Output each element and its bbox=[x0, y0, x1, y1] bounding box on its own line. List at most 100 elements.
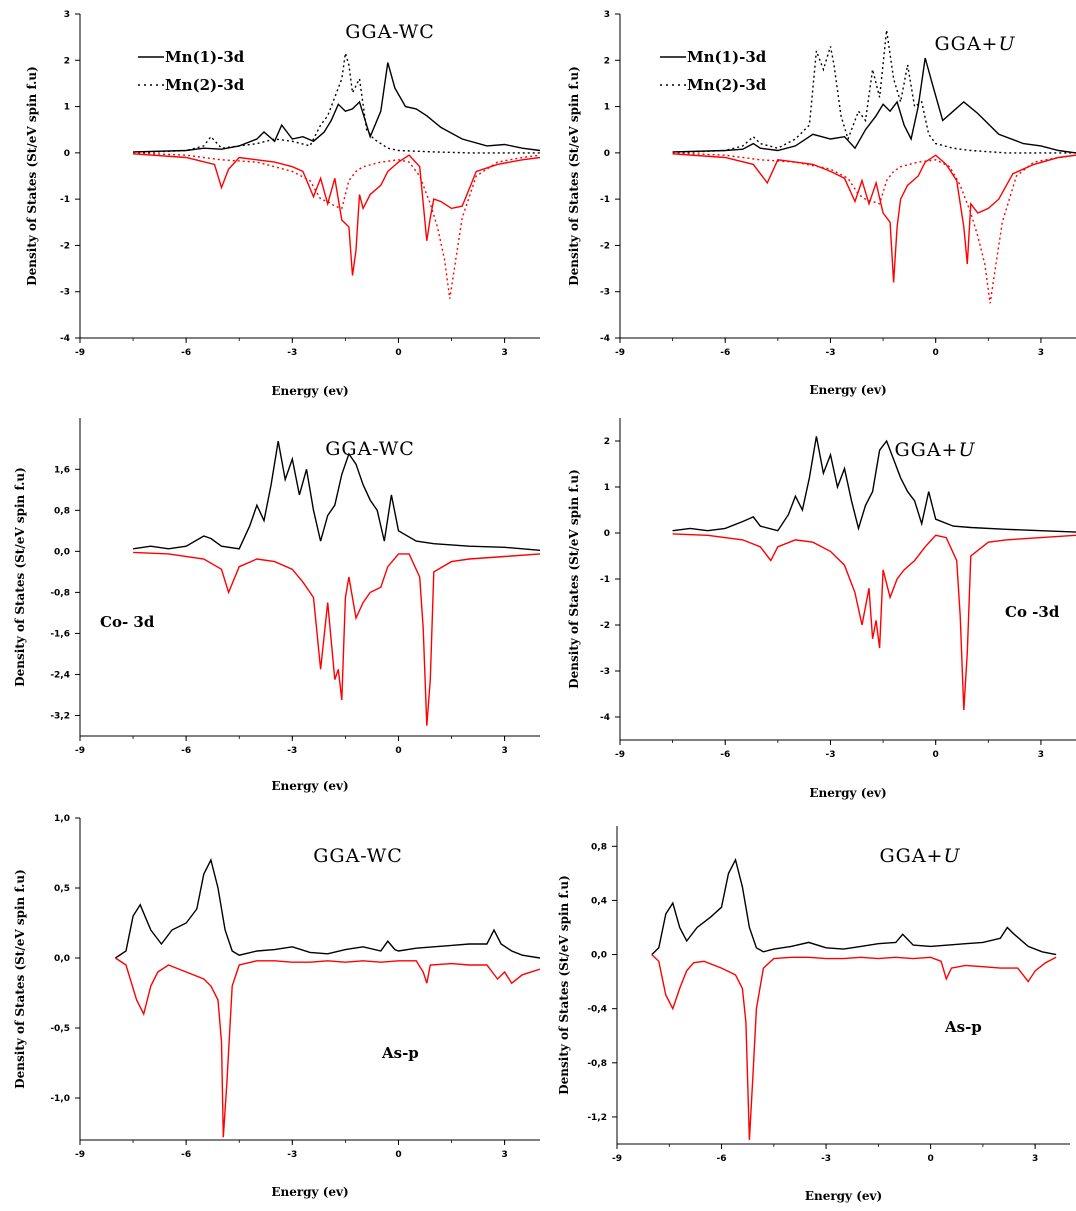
y-axis-label: Density of States (St/eV spin f.u) bbox=[25, 66, 39, 286]
series-line-up-dotted bbox=[672, 30, 1076, 154]
x-tick-label: -6 bbox=[181, 746, 191, 756]
x-tick-label: -6 bbox=[181, 348, 191, 358]
y-tick-label: 0,0 bbox=[54, 954, 70, 964]
y-tick-label: -1 bbox=[600, 575, 610, 585]
orbital-label: As-p bbox=[381, 1044, 419, 1062]
series-line-down bbox=[672, 153, 1076, 283]
series-line-down bbox=[133, 153, 540, 276]
x-tick-label: -3 bbox=[821, 1154, 831, 1164]
dos-panel-3: -9 -6 -3 0 3 1,6 0,8 0,0 -0,8 -1,6 -2,4 -3,2 Energy … bbox=[13, 418, 540, 793]
legend-label: Mn(2)-3d bbox=[165, 76, 245, 94]
y-tick-label: -3 bbox=[60, 288, 70, 298]
x-tick-label: 3 bbox=[1038, 348, 1044, 358]
y-tick-label: 0 bbox=[604, 529, 610, 539]
y-tick-label: 0,0 bbox=[54, 547, 70, 557]
x-axis-label: Energy (ev) bbox=[271, 384, 348, 398]
method-label: GGA-WC bbox=[345, 21, 435, 43]
legend-label: Mn(1)-3d bbox=[165, 48, 245, 66]
y-tick-label: 0 bbox=[64, 149, 70, 159]
x-axis-label: Energy (ev) bbox=[809, 383, 886, 397]
y-tick-label: -1 bbox=[600, 195, 610, 205]
y-tick-label: 2 bbox=[64, 56, 70, 66]
y-tick-label: -3,2 bbox=[50, 711, 70, 721]
y-tick-label: -4 bbox=[600, 713, 610, 723]
y-tick-label: -1 bbox=[60, 195, 70, 205]
y-tick-label: 0 bbox=[604, 149, 610, 159]
y-tick-label: -2 bbox=[600, 241, 610, 251]
x-tick-label: 3 bbox=[1032, 1154, 1038, 1164]
legend: Mn(1)-3d Mn(2)-3d bbox=[660, 48, 767, 94]
x-axis-label: Energy (ev) bbox=[805, 1189, 882, 1203]
dos-panel-4: -9 -6 -3 0 3 2 1 0 -1 -2 -3 -4 Energy (ev) Density of… bbox=[567, 418, 1076, 800]
dos-panel-6: -9 -6 -3 0 3 0,8 0,4 0,0 -0,4 -0,8 -1,2 Energy (ev)… bbox=[557, 826, 1070, 1203]
y-tick-label: -2 bbox=[600, 621, 610, 631]
x-tick-label: 3 bbox=[501, 1150, 507, 1160]
x-tick-label: -9 bbox=[615, 348, 625, 358]
series-line-up bbox=[132, 440, 540, 551]
method-label: GGA+U bbox=[894, 439, 975, 461]
series-line-down bbox=[651, 954, 1057, 1140]
x-tick-label: -9 bbox=[75, 1150, 85, 1160]
dos-panel-2: -9 -6 -3 0 3 3 2 1 0 -1 -2 -3 -4 Energy (ev) Density o… bbox=[567, 10, 1076, 397]
orbital-label: Co -3d bbox=[1005, 603, 1060, 621]
y-axis-label: Density of States (St/eV spin f.u) bbox=[567, 469, 581, 689]
series-line-up bbox=[115, 858, 540, 959]
legend-label: Mn(2)-3d bbox=[687, 76, 767, 94]
x-tick-label: 0 bbox=[395, 1150, 401, 1160]
y-tick-label: 0,5 bbox=[54, 884, 70, 894]
series-line-down bbox=[672, 533, 1076, 711]
y-tick-label: 0,8 bbox=[591, 842, 607, 852]
series-line-up bbox=[672, 57, 1076, 154]
series-line-up-dotted bbox=[133, 53, 540, 154]
x-tick-label: -3 bbox=[287, 746, 297, 756]
orbital-label: Co- 3d bbox=[100, 613, 155, 631]
y-tick-label: -1,0 bbox=[50, 1094, 70, 1104]
series-line-down-dotted bbox=[133, 152, 540, 299]
method-label: GGA+U bbox=[879, 845, 960, 867]
x-tick-label: -9 bbox=[75, 348, 85, 358]
legend-label: Mn(1)-3d bbox=[687, 48, 767, 66]
series-line-down bbox=[115, 957, 540, 1138]
dos-panel-5: -9 -6 -3 0 3 1,0 0,5 0,0 -0,5 -1,0 Energy (ev) Dens… bbox=[13, 814, 540, 1199]
y-tick-label: -1,2 bbox=[587, 1113, 607, 1123]
orbital-label: As-p bbox=[944, 1018, 982, 1036]
y-tick-label: -0,4 bbox=[587, 1005, 607, 1015]
x-tick-label: 3 bbox=[1038, 750, 1044, 760]
x-tick-label: -9 bbox=[612, 1154, 622, 1164]
x-tick-label: -6 bbox=[181, 1150, 191, 1160]
y-tick-label: 2 bbox=[604, 437, 610, 447]
y-tick-label: 3 bbox=[64, 10, 70, 20]
x-tick-label: 3 bbox=[501, 746, 507, 756]
y-tick-label: -1,6 bbox=[50, 629, 70, 639]
series-line-down-dotted bbox=[672, 152, 1076, 304]
y-tick-label: 0,0 bbox=[591, 951, 607, 961]
x-tick-label: -3 bbox=[287, 348, 297, 358]
y-axis-label: Density of States (St/eV spin f.u) bbox=[13, 869, 27, 1089]
method-label: GGA-WC bbox=[313, 845, 403, 867]
y-tick-label: -2,4 bbox=[50, 670, 70, 680]
y-axis-label: Density of States (St/eV spin f.u) bbox=[13, 467, 27, 687]
series-line-up bbox=[672, 436, 1076, 533]
dos-panel-1: -9 -6 -3 0 3 3 2 1 0 -1 -2 -3 -4 Energy (ev) Density o… bbox=[25, 10, 540, 398]
x-tick-label: -9 bbox=[75, 746, 85, 756]
x-tick-label: 0 bbox=[933, 750, 939, 760]
x-tick-label: 0 bbox=[933, 348, 939, 358]
series-line-up bbox=[651, 857, 1057, 956]
y-tick-label: 3 bbox=[604, 10, 610, 20]
y-tick-label: -2 bbox=[60, 241, 70, 251]
y-tick-label: 1,6 bbox=[54, 465, 70, 475]
y-tick-label: 0,4 bbox=[591, 896, 607, 906]
y-tick-label: -0,8 bbox=[587, 1059, 607, 1069]
legend: Mn(1)-3d Mn(2)-3d bbox=[138, 48, 245, 94]
y-axis-label: Density of States (St/eV spin f.u) bbox=[557, 875, 571, 1095]
y-tick-label: 2 bbox=[604, 56, 610, 66]
series-line-up bbox=[133, 62, 540, 153]
x-tick-label: 0 bbox=[927, 1154, 933, 1164]
y-tick-label: 1 bbox=[604, 103, 610, 113]
x-tick-label: -6 bbox=[720, 750, 730, 760]
y-tick-label: -0,8 bbox=[50, 588, 70, 598]
y-axis-label: Density of States (St/eV spin f.u) bbox=[567, 66, 581, 286]
y-tick-label: -3 bbox=[600, 667, 610, 677]
y-tick-label: -4 bbox=[600, 334, 610, 344]
